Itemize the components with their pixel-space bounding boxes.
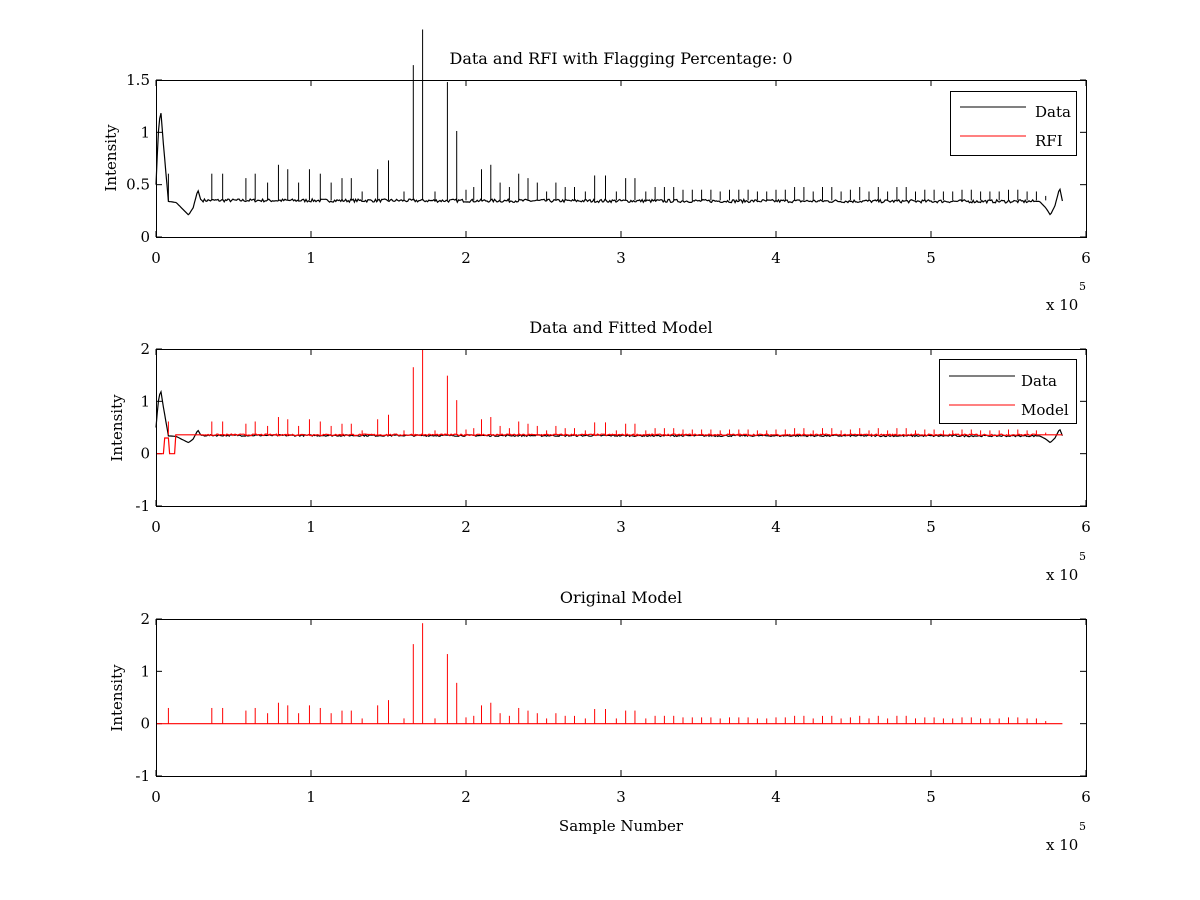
y-axis-label: Intensity xyxy=(102,124,120,192)
x-tick-label: 2 xyxy=(461,788,471,806)
x-tick-label: 1 xyxy=(306,788,316,806)
panel-title: Original Model xyxy=(560,588,682,607)
legend-label-rfi: RFI xyxy=(1035,132,1063,150)
x-multiplier-exponent: 5 xyxy=(1079,280,1086,293)
legend-box xyxy=(939,359,1077,424)
y-tick-label: -1 xyxy=(135,497,150,515)
y-tick-label: 2 xyxy=(140,340,150,358)
x-multiplier: x 10 xyxy=(1046,296,1078,314)
y-axis-label: Intensity xyxy=(108,664,126,732)
y-tick-label: -1 xyxy=(135,767,150,785)
x-tick-label: 6 xyxy=(1081,788,1091,806)
x-tick-label: 3 xyxy=(616,249,626,267)
x-tick-label: 1 xyxy=(306,249,316,267)
y-tick-label: 1 xyxy=(140,392,150,410)
x-multiplier: x 10 xyxy=(1046,836,1078,854)
axes-frame xyxy=(156,619,1087,777)
axes-frame xyxy=(156,349,1087,507)
legend-label-data: Data xyxy=(1021,372,1057,390)
panel-title: Data and Fitted Model xyxy=(529,318,712,337)
axes-frame xyxy=(156,80,1087,238)
x-tick-label: 6 xyxy=(1081,249,1091,267)
x-tick-label: 4 xyxy=(771,788,781,806)
series-line-model xyxy=(156,433,1063,455)
y-axis-label: Intensity xyxy=(108,394,126,462)
x-tick-label: 2 xyxy=(461,249,471,267)
y-tick-label: 0.5 xyxy=(126,176,150,194)
legend-box xyxy=(950,91,1077,156)
x-multiplier-exponent: 5 xyxy=(1079,550,1086,563)
x-tick-label: 4 xyxy=(771,249,781,267)
legend: Data Model xyxy=(939,359,1077,424)
x-multiplier-exponent: 5 xyxy=(1079,820,1086,833)
panel-original-model: Original Model Intensity Sample Number x… xyxy=(108,588,1091,854)
y-tick-label: 1 xyxy=(140,662,150,680)
panel-data-rfi: Data and RFI with Flagging Percentage: 0… xyxy=(102,29,1091,314)
y-tick-label: 1 xyxy=(140,123,150,141)
y-tick-label: 0 xyxy=(140,445,150,463)
x-tick-label: 5 xyxy=(926,788,936,806)
x-tick-label: 0 xyxy=(151,788,161,806)
y-tick-label: 1.5 xyxy=(126,71,150,89)
y-tick-label: 0 xyxy=(140,715,150,733)
x-tick-label: 2 xyxy=(461,518,471,536)
y-tick-label: 2 xyxy=(140,610,150,628)
legend-label-data: Data xyxy=(1035,103,1071,121)
x-multiplier: x 10 xyxy=(1046,566,1078,584)
x-axis-label: Sample Number xyxy=(559,817,684,835)
x-tick-label: 0 xyxy=(151,249,161,267)
x-tick-label: 3 xyxy=(616,518,626,536)
x-tick-label: 6 xyxy=(1081,518,1091,536)
legend-label-model: Model xyxy=(1021,401,1069,419)
legend: Data RFI xyxy=(950,91,1077,156)
panel-data-fitted-model: Data and Fitted Model Intensity x 10 5 0… xyxy=(108,318,1091,584)
y-tick-label: 0 xyxy=(140,228,150,246)
x-tick-label: 3 xyxy=(616,788,626,806)
series-line-data xyxy=(155,113,1063,216)
x-tick-label: 5 xyxy=(926,249,936,267)
x-tick-label: 5 xyxy=(926,518,936,536)
x-tick-label: 0 xyxy=(151,518,161,536)
panel-title: Data and RFI with Flagging Percentage: 0 xyxy=(449,49,792,68)
x-tick-label: 4 xyxy=(771,518,781,536)
x-tick-label: 1 xyxy=(306,518,316,536)
